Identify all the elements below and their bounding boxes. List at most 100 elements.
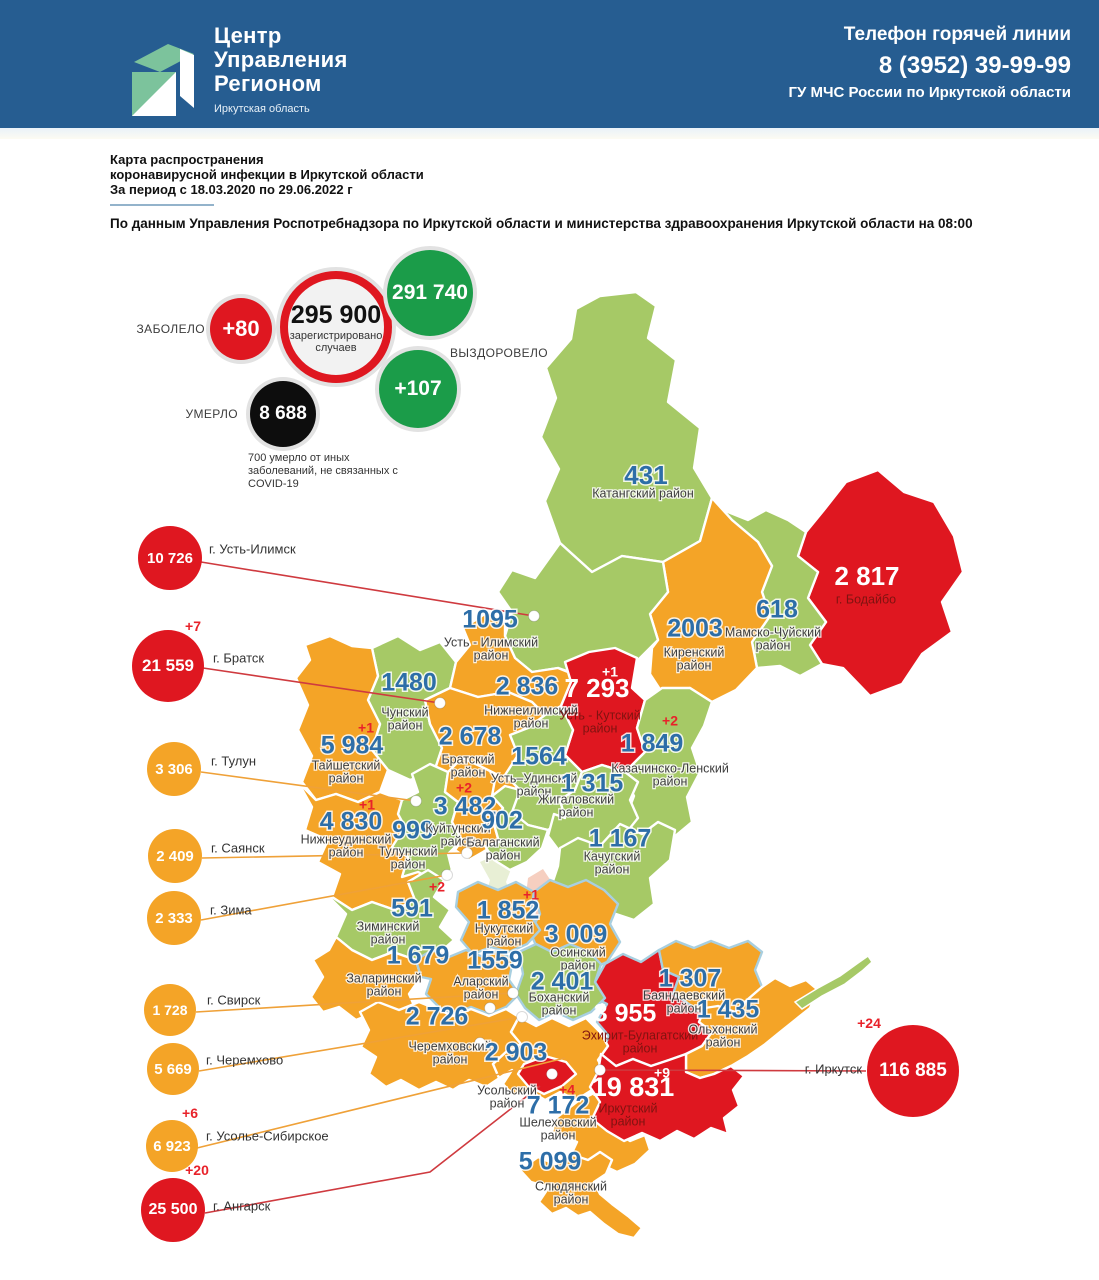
city-marker-dot	[410, 795, 422, 807]
leader-line	[195, 992, 514, 1013]
city-marker-dot	[546, 1068, 558, 1080]
hotline-block: Телефон горячей линии 8 (3952) 39-99-99 …	[789, 24, 1071, 101]
district-chunsky-value: 1480	[381, 669, 437, 697]
recovered-label: ВЫЗДОРОВЕЛО	[450, 346, 549, 360]
leader-line	[200, 874, 448, 921]
district-nizhneudinsky-name: Нижнеудинский	[301, 832, 392, 846]
title-block: Карта распространения коронавирусной инф…	[110, 152, 973, 231]
data-source-line: По данным Управления Роспотребнадзора по…	[110, 216, 973, 231]
district-osinsky	[528, 878, 622, 972]
header-bar: Центр Управления Регионом Иркутская обла…	[0, 0, 1099, 128]
district-nizhneilimsky-value: 2 836	[496, 673, 559, 701]
city-circle-usolye-sibirskoe-value: 6 923	[153, 1137, 191, 1155]
sick-label: ЗАБОЛЕЛО	[136, 322, 205, 336]
recovered-delta-circle: +107	[379, 350, 457, 428]
registered-caption-2: случаев	[315, 341, 357, 354]
district-ust-udinsky-name: район	[517, 784, 552, 798]
city-marker-dot	[441, 869, 453, 881]
city-label-svirsk: г. Свирск	[207, 992, 261, 1008]
header-divider	[0, 128, 1099, 139]
district-ust-udinsky-value: 1564	[511, 743, 567, 771]
district-bratsky-name: район	[451, 765, 486, 779]
district-usolsky-name: Усольский	[477, 1083, 537, 1097]
city-label-zima: г. Зима	[210, 902, 252, 918]
district-bayandaevsky-name: район	[667, 1001, 702, 1015]
district-shelekhovsky-name: район	[541, 1128, 576, 1142]
died-label: УМЕРЛО	[185, 407, 238, 421]
sick-delta-circle: +80	[210, 298, 272, 360]
died-circle: 8 688	[250, 381, 316, 447]
district-ekhirit-bulagatsky-name: район	[623, 1041, 658, 1055]
district-bokhansky	[514, 942, 607, 1022]
district-kirensky-name: район	[677, 658, 712, 672]
hotline-org: ГУ МЧС России по Иркутской области	[788, 84, 1071, 101]
city-circle-bratsk-value: 21 559	[142, 656, 194, 675]
city-marker-dot	[461, 847, 473, 859]
district-irkutsky-delta: +9	[654, 1065, 670, 1081]
title-underline	[110, 204, 214, 206]
district-tulunsky-name: Тулунский	[378, 844, 437, 858]
district-nukutsky-value: 1 852	[477, 897, 540, 925]
district-nizhneilimsky-name: Нижнеилимский	[484, 703, 578, 717]
district-mamsko-chuisky-name: Мамско-Чуйский	[725, 625, 821, 639]
city-circle-ust-ilimsk-value: 10 726	[147, 549, 193, 567]
district-kazachinsko-lensky-delta: +2	[662, 713, 678, 729]
district-bayandaevsky-name: Баяндаевский	[643, 988, 725, 1002]
logo-line-3: Регионом	[214, 71, 322, 96]
city-circle-bratsk: 21 559	[132, 630, 204, 702]
district-chunsky-name: Чунский	[381, 705, 428, 719]
district-nukutsky-name: район	[487, 934, 522, 948]
city-label-irkutsk: г. Иркутск	[804, 1061, 862, 1077]
district-kazachinsko-lensky-name: район	[653, 774, 688, 788]
district-ust-kutsky-name: район	[583, 721, 618, 735]
district-balagansky-value: 902	[481, 807, 523, 835]
city-delta-bratsk: +7	[185, 618, 201, 634]
district-slyudyansky-name: район	[554, 1192, 589, 1206]
district-irkutsky	[588, 1052, 746, 1143]
district-kuitunsky-value: 3 482	[434, 793, 497, 821]
district-zalarinsky-name: Заларинский	[346, 971, 421, 985]
district-balagansky	[483, 784, 550, 872]
cur-logo-icon	[122, 24, 198, 120]
died-note: 700 умерло от иных заболеваний, не связа…	[248, 452, 398, 490]
district-bokhansky-name: район	[542, 1003, 577, 1017]
district-slyudyansky-value: 5 099	[519, 1148, 582, 1176]
district-bokhansky-value: 2 401	[531, 968, 594, 996]
district-olkhonsky-name: район	[706, 1035, 741, 1049]
leader-line	[202, 667, 441, 704]
district-bratsky-name: Братский	[441, 752, 494, 766]
city-label-cheremkhovo: г. Черемхово	[206, 1052, 284, 1068]
leader-line	[198, 1016, 523, 1072]
district-slyudyansky-name: Слюдянский	[535, 1179, 607, 1193]
district-cheremkhovsky-name: район	[433, 1052, 468, 1066]
district-slyudyansky	[518, 1150, 644, 1240]
city-circle-irkutsk-value: 116 885	[879, 1060, 947, 1081]
district-katangsky-name: Катангский район	[592, 486, 694, 500]
recovered-circle: 291 740	[387, 250, 473, 336]
district-katangsky-value: 431	[624, 460, 667, 490]
district-ust-ilimsky-name: район	[474, 648, 509, 662]
district-alarsky-value: 1559	[467, 947, 523, 975]
title-line-2: коронавирусной инфекции в Иркутской обла…	[110, 167, 424, 182]
district-osinsky-name: район	[561, 958, 596, 972]
district-shelekhovsky-delta: +4	[559, 1082, 575, 1098]
city-label-angarsk: г. Ангарск	[213, 1198, 271, 1214]
district-kirensky-name: Киренский	[664, 645, 725, 659]
title-line-1: Карта распространения	[110, 152, 264, 167]
registered-caption-1: зарегистрировано	[289, 329, 383, 342]
city-circle-angarsk-value: 25 500	[148, 1201, 198, 1218]
district-kachugsky-name: Качугский	[584, 849, 641, 863]
district-alarsky-name: район	[464, 987, 499, 1001]
district-tulunsky-name: район	[391, 857, 426, 871]
district-cheremkhovsky-value: 2 726	[406, 1003, 469, 1031]
logo-subtitle: Иркутская область	[214, 103, 310, 115]
district-ekhirit-bulagatsky-name: Эхирит-Булагатский	[582, 1028, 698, 1042]
leader-line	[196, 1057, 566, 1149]
district-zalarinsky-name: район	[367, 984, 402, 998]
district-taishetsky-delta: +1	[358, 720, 374, 736]
city-marker-dot	[594, 1064, 606, 1076]
district-ust-kutsky-value: 7 293	[564, 673, 629, 703]
district-bodaibo-name: г. Бодайбо	[836, 592, 896, 606]
